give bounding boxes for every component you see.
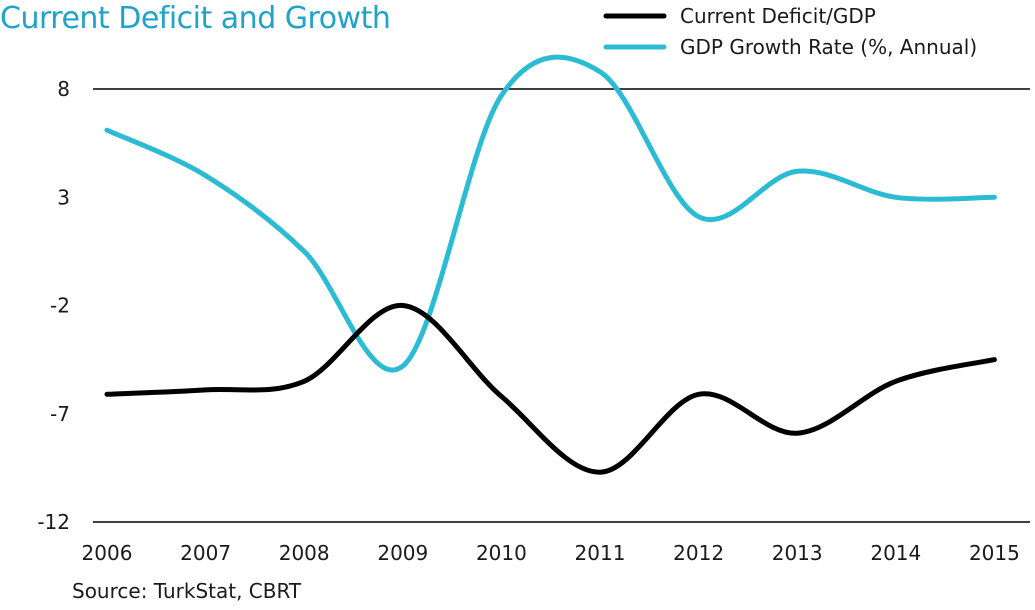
x-tick-label: 2007 (180, 541, 231, 565)
x-tick-label: 2010 (476, 541, 527, 565)
x-tick-label: 2015 (969, 541, 1020, 565)
series-lines (104, 54, 997, 475)
legend-gdp-growth-label: GDP Growth Rate (%, Annual) (680, 35, 977, 59)
x-tick-label: 2012 (673, 541, 724, 565)
x-tick-label: 2013 (772, 541, 823, 565)
axes (93, 88, 1030, 523)
legend: Current Deficit/GDP GDP Growth Rate (%, A… (603, 4, 977, 59)
source-note: Source: TurkStat, CBRT (72, 579, 302, 603)
x-tick-label: 2006 (82, 541, 133, 565)
x-tick-label: 2009 (377, 541, 428, 565)
x-tick-label: 2011 (575, 541, 626, 565)
series-line-current-deficit (104, 302, 997, 475)
x-tick-label: 2008 (279, 541, 330, 565)
y-axis-ticks: 8 3 -2 -7 -12 (37, 77, 70, 534)
chart-title: Current Deficit and Growth (0, 1, 390, 36)
series-line-gdp-growth (104, 54, 997, 373)
y-tick-label: -2 (50, 294, 70, 318)
x-tick-label: 2014 (870, 541, 921, 565)
y-tick-label: -12 (37, 510, 70, 534)
legend-current-deficit-label: Current Deficit/GDP (680, 4, 876, 28)
y-tick-label: 8 (57, 77, 70, 101)
y-tick-label: 3 (57, 185, 70, 209)
x-axis-ticks: 2006 2007 2008 2009 2010 2011 2012 2013 2014 2015 (82, 541, 1020, 565)
y-tick-label: -7 (50, 402, 70, 426)
